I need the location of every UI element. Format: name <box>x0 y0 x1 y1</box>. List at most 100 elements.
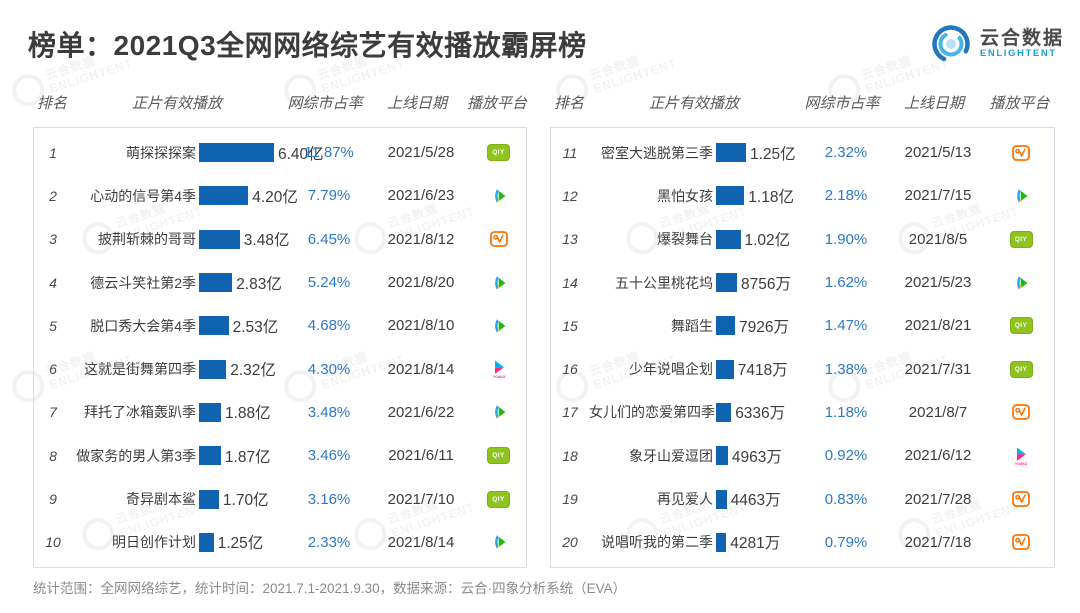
table-row: 8 做家务的男人第3季 1.87亿 3.46% 2021/6/11 QIY <box>34 434 526 477</box>
col-header-platform: 播放平台 <box>467 95 528 112</box>
show-name: 舞蹈生 <box>671 317 713 334</box>
platform-cell <box>988 187 1054 205</box>
svg-text:YOUKU: YOUKU <box>492 375 505 379</box>
market-share-value: 4.68% <box>307 317 351 335</box>
mango-icon <box>1012 534 1030 551</box>
table-row: 13 爆裂舞台 1.02亿 1.90% 2021/8/5 QIY <box>551 218 1054 261</box>
col-header-playback: 正片有效播放 <box>648 95 739 112</box>
market-share-value: 3.46% <box>307 447 351 465</box>
playback-value: 4463万 <box>730 492 781 510</box>
iqiyi-icon: QIY <box>1009 317 1033 335</box>
rank-label: 19 <box>562 491 578 508</box>
col-header-date: 上线日期 <box>386 95 447 112</box>
playback-bar <box>716 489 727 509</box>
show-name: 心动的信号第4季 <box>90 187 196 204</box>
platform-cell <box>471 187 526 205</box>
platform-cell: QIY <box>988 230 1054 248</box>
playback-bar-cell: 4463万 <box>716 488 804 510</box>
market-share-value: 2.18% <box>824 187 868 205</box>
table-row: 1 萌探探探案 6.40亿 11.87% 2021/5/28 QIY <box>34 131 526 174</box>
playback-bar-cell: 7926万 <box>716 315 804 337</box>
playback-value: 4.20亿 <box>252 188 298 206</box>
playback-value: 1.02亿 <box>744 232 791 250</box>
mango-icon <box>489 231 508 248</box>
launch-date: 2021/8/12 <box>387 230 455 248</box>
logo-name: 云合数据 <box>979 27 1064 49</box>
rank-label: 16 <box>562 361 578 378</box>
playback-bar <box>199 532 214 552</box>
show-name: 拜托了冰箱轰趴季 <box>84 404 196 421</box>
launch-date: 2021/6/11 <box>388 447 454 465</box>
rank-label: 10 <box>45 534 61 551</box>
show-name: 五十公里桃花坞 <box>615 274 713 291</box>
playback-bar <box>716 402 732 422</box>
playback-value: 7926万 <box>739 318 789 336</box>
platform-cell: QIY <box>471 144 526 162</box>
launch-date: 2021/8/20 <box>387 274 455 292</box>
playback-bar-cell: 8756万 <box>716 272 804 294</box>
playback-bar <box>199 402 221 422</box>
table-row: 5 脱口秀大会第4季 2.53亿 4.68% 2021/8/10 <box>34 304 526 347</box>
table-row: 17 女儿们的恋爱第四季 6336万 1.18% 2021/8/7 <box>551 391 1054 434</box>
playback-bar <box>716 532 727 552</box>
playback-bar <box>716 229 741 249</box>
platform-cell: QIY <box>988 317 1054 335</box>
col-header-rank: 排名 <box>553 95 584 112</box>
table-row: 11 密室大逃脱第三季 1.25亿 2.32% 2021/5/13 <box>551 131 1054 174</box>
launch-date: 2021/5/13 <box>904 144 972 162</box>
playback-bar-cell: 7418万 <box>716 358 804 380</box>
show-name: 爆裂舞台 <box>657 231 713 248</box>
col-header-share: 网综市占率 <box>804 95 880 112</box>
launch-date: 2021/5/23 <box>904 274 972 292</box>
rank-label: 20 <box>562 534 578 551</box>
market-share-value: 0.79% <box>824 533 868 551</box>
show-name: 披荆斩棘的哥哥 <box>98 231 196 248</box>
show-name: 脱口秀大会第4季 <box>90 317 196 334</box>
tencent-icon <box>1012 274 1030 292</box>
platform-cell: QIY <box>988 360 1054 378</box>
col-header-share: 网综市占率 <box>287 95 363 112</box>
launch-date: 2021/8/5 <box>908 230 968 248</box>
enlightent-logo: 云合数据 ENLIGHTENT <box>929 22 1064 66</box>
column-headers-right: 排名 正片有效播放 网综市占率 上线日期 播放平台 <box>550 92 1055 113</box>
rank-label: 13 <box>562 231 578 248</box>
playback-bar-cell: 1.25亿 <box>199 531 287 553</box>
playback-bar-cell: 1.88亿 <box>199 401 287 423</box>
playback-bar-cell: 4963万 <box>716 445 804 467</box>
launch-date: 2021/5/28 <box>387 144 455 162</box>
platform-cell <box>471 317 526 335</box>
launch-date: 2021/7/15 <box>904 187 972 205</box>
launch-date: 2021/6/23 <box>387 187 455 205</box>
rank-label: 8 <box>49 447 57 464</box>
playback-bar <box>716 359 734 379</box>
rank-label: 17 <box>562 404 578 421</box>
playback-bar-cell: 1.87亿 <box>199 445 287 467</box>
rank-label: 14 <box>562 274 578 291</box>
mango-icon <box>1012 144 1030 161</box>
page-title: 榜单：2021Q3全网网络综艺有效播放霸屏榜 <box>28 30 587 61</box>
rank-label: 15 <box>562 317 578 334</box>
market-share-value: 1.47% <box>824 317 868 335</box>
rank-label: 12 <box>562 187 578 204</box>
playback-bar-cell: 2.32亿 <box>199 358 287 380</box>
market-share-value: 1.90% <box>824 230 868 248</box>
enlightent-logo-icon <box>929 22 973 66</box>
playback-bar-cell: 3.48亿 <box>199 228 289 250</box>
market-share-value: 4.30% <box>307 360 351 378</box>
launch-date: 2021/8/7 <box>908 403 968 421</box>
playback-bar <box>199 446 221 466</box>
table-row: 9 奇异剧本鲨 1.70亿 3.16% 2021/7/10 QIY <box>34 477 526 520</box>
playback-bar-cell: 2.53亿 <box>199 315 287 337</box>
playback-bar <box>716 316 735 336</box>
show-name: 少年说唱企划 <box>629 361 713 378</box>
col-header-date: 上线日期 <box>903 95 964 112</box>
show-name: 明日创作计划 <box>112 534 196 551</box>
launch-date: 2021/8/21 <box>904 317 972 335</box>
market-share-value: 0.83% <box>824 490 868 508</box>
market-share-value: 6.45% <box>307 230 351 248</box>
iqiyi-icon: QIY <box>1009 360 1033 378</box>
show-name: 女儿们的恋爱第四季 <box>589 404 715 421</box>
rank-label: 9 <box>49 491 57 508</box>
playback-value: 2.83亿 <box>236 275 282 293</box>
playback-bar <box>716 143 746 163</box>
